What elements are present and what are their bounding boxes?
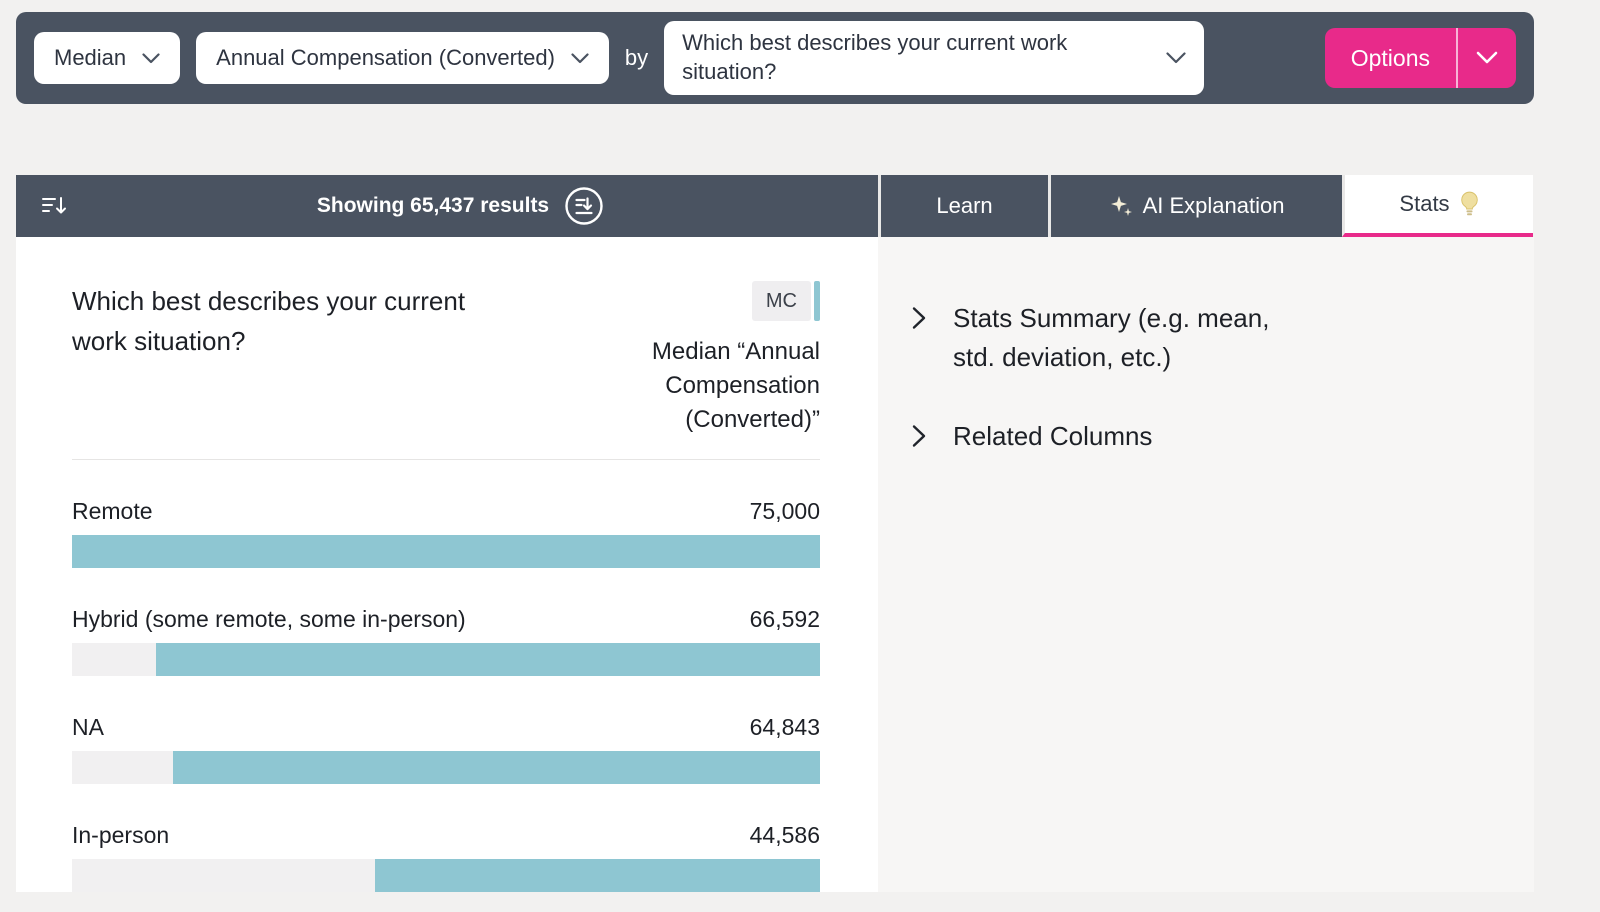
related-columns-expander[interactable]: Related Columns [912,417,1504,456]
chevron-right-icon [912,306,927,330]
chart-title: Which best describes your current work s… [72,286,466,357]
question-type-badge: MC [640,281,820,321]
category-label: In-person [72,822,170,849]
results-header-left: Showing 65,437 results [16,175,878,237]
chart-rows: Remote 75,000 Hybrid (some remote, some in… [72,498,820,893]
category-label: Hybrid (some remote, some in-person) [72,606,466,633]
chart-divider [72,459,820,461]
group-by-dropdown[interactable]: Which best describes your current work s… [664,21,1205,95]
mc-badge-label: MC [751,281,811,321]
measure-label: Median “Annual Compensation (Converted)” [651,338,820,434]
chart-panel: Which best describes your current work s… [16,237,878,893]
aggregation-dropdown[interactable]: Median [34,32,181,84]
options-label: Options [1350,44,1430,71]
options-split-button: Options [1324,28,1516,88]
tab-ai-label: AI Explanation [1142,193,1285,218]
mc-badge-accent [814,281,820,321]
chevron-down-icon [142,52,160,64]
bar-fill [173,751,820,785]
options-button[interactable]: Options [1325,28,1458,88]
bar-fill [155,643,820,677]
tab-stats-label: Stats [1399,191,1450,216]
aggregation-value: Median [54,45,127,70]
bar-track [72,859,820,893]
tab-learn-label: Learn [936,193,993,218]
chart-row: In-person 44,586 [72,822,820,893]
stats-summary-expander[interactable]: Stats Summary (e.g. mean, std. deviation… [912,299,1504,377]
bar-track [72,751,820,785]
column-value: Annual Compensation (Converted) [216,45,555,70]
chart-row: Hybrid (some remote, some in-person) 66,5… [72,606,820,677]
chart-row: Remote 75,000 [72,498,820,569]
stats-side-panel: Stats Summary (e.g. mean, std. deviation… [878,237,1534,893]
lightbulb-icon [1460,191,1479,217]
chart-head: Which best describes your current work s… [72,281,820,437]
results-panel: Showing 65,437 results Learn [16,175,1534,893]
chevron-right-icon [912,424,927,448]
chevron-down-icon [571,52,589,64]
by-label: by [624,45,649,70]
category-label: NA [72,714,104,741]
tab-ai-explanation[interactable]: AI Explanation [1048,175,1342,237]
tab-stats[interactable]: Stats [1342,175,1533,237]
bar-fill [72,535,820,569]
value-label: 64,843 [749,714,820,741]
sparkle-icon [1109,194,1133,218]
group-by-value: Which best describes your current work s… [682,30,1068,84]
chevron-down-icon [1476,51,1498,65]
chart-meta: MC Median “Annual Compensation (Converte… [640,281,820,437]
stats-summary-label: Stats Summary (e.g. mean, std. deviation… [953,303,1270,372]
query-toolbar: Median Annual Compensation (Converted) b… [16,12,1534,104]
download-results-icon[interactable] [563,185,605,227]
options-menu-toggle[interactable] [1458,28,1516,88]
results-header: Showing 65,437 results Learn [16,175,1534,237]
value-label: 66,592 [749,606,820,633]
results-count-text: Showing 65,437 results [316,194,550,217]
bar-track [72,643,820,677]
results-count-area: Showing 65,437 results [68,185,854,227]
value-label: 44,586 [749,822,820,849]
category-label: Remote [72,498,153,525]
bar-track [72,535,820,569]
results-body: Which best describes your current work s… [16,237,1534,893]
tab-learn[interactable]: Learn [878,175,1048,237]
chevron-down-icon [1166,52,1186,64]
column-dropdown[interactable]: Annual Compensation (Converted) [196,32,609,84]
chart-row: NA 64,843 [72,714,820,785]
sort-icon[interactable] [40,194,68,218]
bar-fill [375,859,820,893]
related-columns-label: Related Columns [953,421,1153,451]
value-label: 75,000 [749,498,820,525]
